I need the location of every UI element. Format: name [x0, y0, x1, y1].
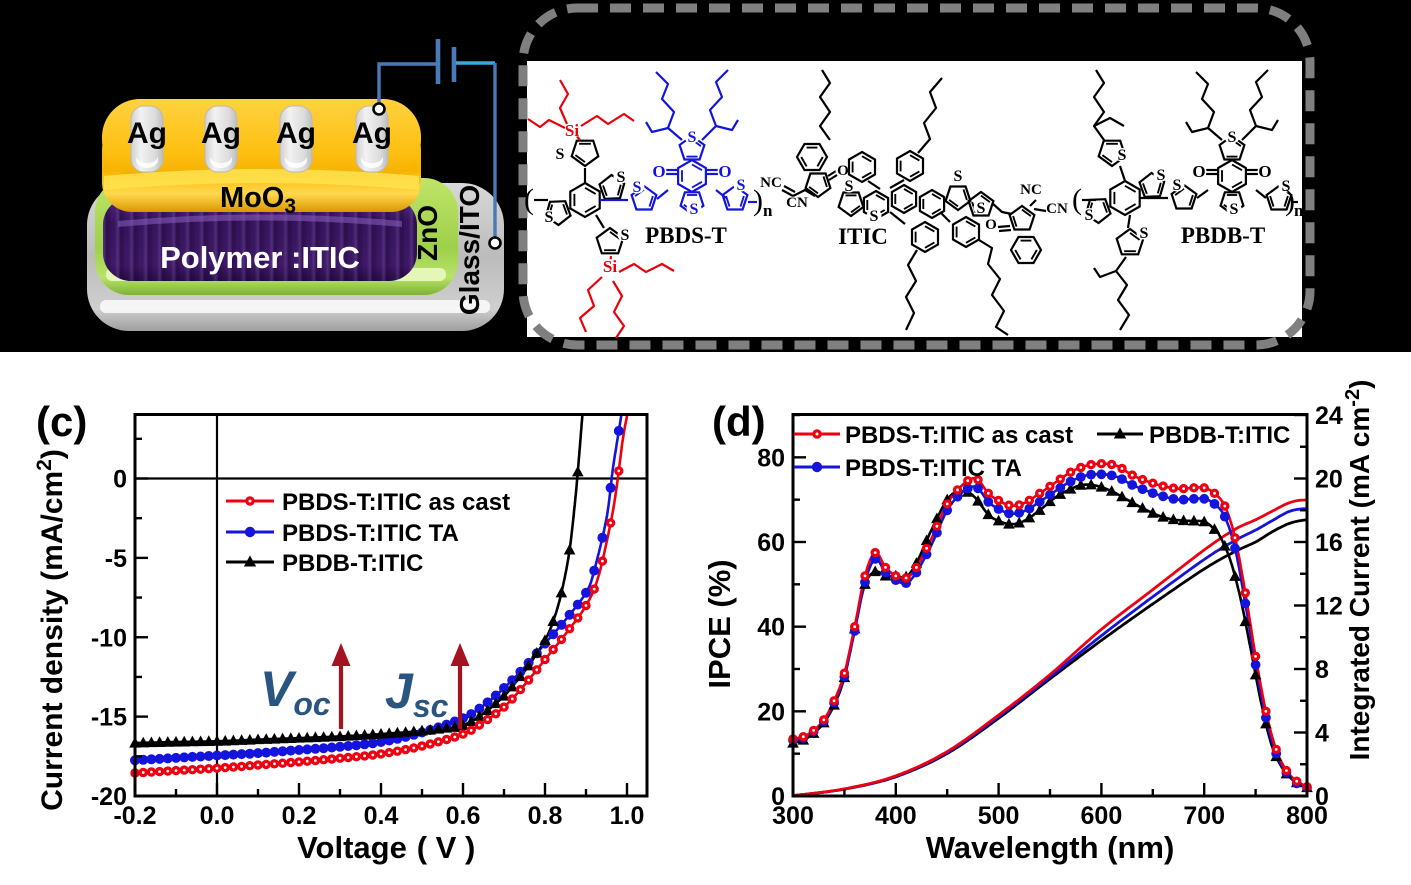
svg-text:700: 700: [1183, 802, 1225, 830]
svg-text:20: 20: [757, 698, 785, 726]
svg-text:12: 12: [1315, 593, 1343, 621]
svg-text:S: S: [690, 201, 699, 218]
svg-text:0.6: 0.6: [446, 802, 481, 830]
svg-text:PBDB-T:ITIC: PBDB-T:ITIC: [1149, 422, 1290, 449]
svg-text:0.0: 0.0: [200, 802, 235, 830]
svg-text:-10: -10: [91, 624, 127, 652]
svg-text:O: O: [985, 217, 997, 233]
svg-text:0.2: 0.2: [282, 802, 317, 830]
svg-text:): ): [1285, 184, 1295, 217]
svg-text:Polymer :ITIC: Polymer :ITIC: [160, 240, 360, 275]
svg-text:Si: Si: [603, 257, 617, 276]
svg-text:O: O: [718, 162, 731, 181]
svg-text:PBDS-T:ITIC as cast: PBDS-T:ITIC as cast: [282, 489, 510, 516]
svg-text:0: 0: [1315, 783, 1329, 811]
svg-text:Si: Si: [565, 121, 579, 140]
svg-text:Glass/ITO: Glass/ITO: [454, 185, 485, 315]
svg-text:ITIC: ITIC: [838, 224, 888, 249]
svg-text:Ag: Ag: [127, 117, 167, 150]
svg-text:S: S: [1230, 201, 1239, 218]
svg-text:ZnO: ZnO: [412, 205, 443, 261]
svg-text:O: O: [652, 162, 665, 181]
svg-text:Ag: Ag: [201, 117, 241, 150]
svg-text:PBDS-T: PBDS-T: [645, 223, 727, 248]
svg-text:PBDB-T: PBDB-T: [1181, 223, 1265, 248]
svg-text:S: S: [1157, 167, 1166, 184]
svg-text:-5: -5: [105, 545, 127, 573]
svg-text:PBDB-T:ITIC: PBDB-T:ITIC: [282, 550, 423, 577]
svg-text:S: S: [977, 200, 986, 217]
svg-text:CN: CN: [786, 195, 808, 211]
svg-text:MoO3: MoO3: [220, 182, 296, 218]
svg-text:300: 300: [772, 802, 814, 830]
svg-text:Voc: Voc: [260, 661, 331, 722]
svg-text:O: O: [1258, 162, 1271, 181]
svg-text:24: 24: [1315, 402, 1343, 430]
svg-text:80: 80: [757, 444, 785, 472]
svg-text:NC: NC: [1020, 182, 1042, 198]
svg-text:-20: -20: [91, 783, 127, 811]
svg-text:-0.2: -0.2: [113, 802, 156, 830]
svg-text:0.4: 0.4: [364, 802, 399, 830]
svg-text:O: O: [837, 163, 849, 179]
svg-text:PBDS-T:ITIC as cast: PBDS-T:ITIC as cast: [845, 422, 1073, 449]
svg-text:Integrated Current (mA cm-2): Integrated Current (mA cm-2): [1342, 380, 1375, 761]
svg-text:-15: -15: [91, 704, 127, 732]
svg-text:O: O: [1192, 162, 1205, 181]
svg-text:n: n: [1294, 201, 1304, 220]
svg-text:Wavelength (nm): Wavelength (nm): [926, 830, 1175, 865]
svg-text:Voltage: Voltage: [297, 830, 407, 865]
svg-text:S: S: [845, 178, 854, 195]
svg-text:S: S: [688, 129, 697, 146]
svg-text:400: 400: [875, 802, 917, 830]
svg-text:0: 0: [771, 783, 785, 811]
svg-text:n: n: [763, 201, 773, 220]
svg-text:S: S: [545, 209, 554, 226]
svg-text:Ag: Ag: [276, 117, 316, 150]
svg-text:1.0: 1.0: [610, 802, 645, 830]
svg-text:(: (: [1072, 183, 1082, 216]
svg-text:PBDS-T:ITIC TA: PBDS-T:ITIC TA: [282, 520, 459, 547]
svg-text:0: 0: [113, 466, 127, 494]
svg-text:CN: CN: [1046, 201, 1068, 217]
svg-text:S: S: [1173, 177, 1182, 194]
svg-text:500: 500: [978, 802, 1020, 830]
svg-text:Ag: Ag: [352, 117, 392, 150]
svg-text:S: S: [617, 169, 626, 186]
svg-text:60: 60: [757, 529, 785, 557]
svg-text:(d): (d): [712, 398, 766, 445]
svg-text:600: 600: [1081, 802, 1123, 830]
svg-text:S: S: [1228, 129, 1237, 146]
svg-text:16: 16: [1315, 529, 1343, 557]
svg-text:S: S: [1118, 147, 1127, 164]
svg-text:IPCE (%): IPCE (%): [702, 559, 737, 688]
svg-text:S: S: [633, 179, 642, 196]
svg-text:): ): [753, 184, 763, 217]
svg-text:S: S: [556, 146, 565, 163]
svg-text:4: 4: [1315, 720, 1329, 748]
svg-text:20: 20: [1315, 466, 1343, 494]
svg-text:PBDS-T:ITIC TA: PBDS-T:ITIC TA: [845, 455, 1022, 482]
svg-text:( V ): ( V ): [417, 830, 476, 865]
svg-text:S: S: [870, 208, 879, 225]
svg-text:S: S: [954, 168, 963, 185]
svg-text:Current density (mA/cm2): Current density (mA/cm2): [33, 449, 69, 811]
svg-text:0.8: 0.8: [528, 802, 563, 830]
svg-text:S: S: [737, 177, 746, 194]
svg-text:8: 8: [1315, 656, 1329, 684]
svg-text:S: S: [1140, 225, 1149, 242]
svg-text:800: 800: [1286, 802, 1328, 830]
svg-text:S: S: [621, 227, 630, 244]
svg-text:(c): (c): [36, 398, 87, 445]
svg-text:Jsc: Jsc: [385, 663, 449, 724]
svg-text:(: (: [524, 183, 534, 216]
svg-text:S: S: [1085, 207, 1094, 224]
svg-text:NC: NC: [760, 175, 782, 191]
svg-text:40: 40: [757, 614, 785, 642]
svg-text:S: S: [1282, 178, 1291, 195]
